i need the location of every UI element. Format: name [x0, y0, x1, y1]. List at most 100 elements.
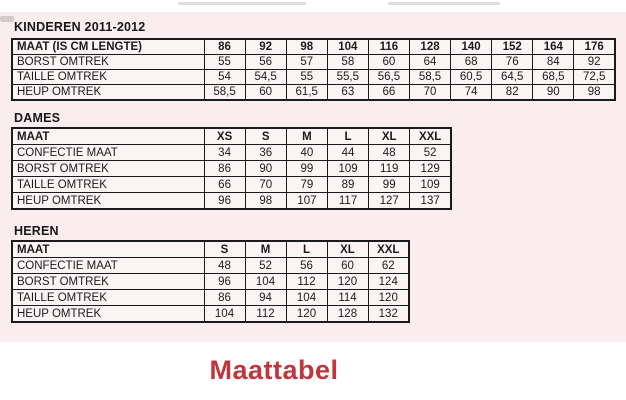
column-header: 164 — [532, 38, 575, 55]
cell-value: 109 — [326, 160, 370, 177]
cell-value: 98 — [573, 84, 616, 101]
cell-value: 36 — [244, 144, 287, 161]
cell-value: 60,5 — [450, 69, 493, 85]
cell-value: 60 — [367, 54, 410, 70]
cell-value: 104 — [285, 289, 328, 306]
cell-value: 96 — [203, 273, 246, 290]
cell-value: 34 — [203, 144, 246, 161]
cell-value: 112 — [244, 305, 287, 323]
cell-value: 132 — [367, 305, 410, 323]
cell-value: 56 — [285, 257, 328, 274]
row-label-header: MAAT — [11, 240, 205, 258]
section-title-dames: DAMES — [14, 111, 61, 125]
cell-value: 57 — [285, 54, 328, 70]
column-header: L — [326, 127, 370, 145]
table-row: TAILLE OMTREK 86 94 104 114 120 — [11, 289, 410, 306]
scan-artifact — [178, 2, 306, 5]
cell-value: 68,5 — [532, 69, 575, 85]
column-header: XXL — [409, 127, 452, 145]
kinderen-size-table: MAAT (IS CM LENGTE) 86 92 98 104 116 128 140 152… — [11, 38, 616, 101]
table-row: TAILLE OMTREK 54 54,5 55 55,5 56,5 58,5 60,5 64,… — [11, 69, 616, 85]
cell-value: 82 — [491, 84, 534, 101]
cell-value: 96 — [203, 192, 246, 210]
cell-value: 48 — [203, 257, 246, 274]
column-header: XXL — [367, 240, 410, 258]
cell-value: 55 — [203, 54, 246, 70]
table-header-row: MAAT (IS CM LENGTE) 86 92 98 104 116 128 140 152… — [11, 38, 616, 55]
row-label-header: MAAT — [11, 127, 205, 145]
cell-value: 54 — [203, 69, 246, 85]
table-row: HEUP OMTREK 104 112 120 128 132 — [11, 305, 410, 323]
cell-value: 64,5 — [491, 69, 534, 85]
column-header: XS — [203, 127, 246, 145]
row-label: TAILLE OMTREK — [11, 69, 205, 85]
table-row: CONFECTIE MAAT 34 36 40 44 48 52 — [11, 144, 452, 161]
row-label: BORST OMTREK — [11, 160, 205, 177]
section-title-heren: HEREN — [14, 224, 59, 238]
cell-value: 89 — [326, 176, 370, 193]
column-header: XL — [368, 127, 411, 145]
table-header-row: MAAT XS S M L XL XXL — [11, 127, 452, 145]
cell-value: 92 — [573, 54, 616, 70]
row-label: CONFECTIE MAAT — [11, 144, 205, 161]
cell-value: 56 — [244, 54, 287, 70]
cell-value: 76 — [491, 54, 534, 70]
cell-value: 90 — [532, 84, 575, 101]
cell-value: 112 — [285, 273, 328, 290]
dames-size-table: MAAT XS S M L XL XXL CONFECTIE MAAT 34 36 40 44 48 52… — [11, 127, 452, 210]
cell-value: 104 — [244, 273, 287, 290]
column-header: L — [285, 240, 328, 258]
column-header: 116 — [367, 38, 410, 55]
cell-value: 109 — [409, 176, 452, 193]
table-row: TAILLE OMTREK 66 70 79 89 99 109 — [11, 176, 452, 193]
cell-value: 74 — [450, 84, 493, 101]
cell-value: 99 — [285, 160, 328, 177]
heren-size-table: MAAT S M L XL XXL CONFECTIE MAAT 48 52 56 60 62 BORS… — [11, 240, 410, 323]
column-header: XL — [326, 240, 369, 258]
table-row: BORST OMTREK 96 104 112 120 124 — [11, 273, 410, 290]
column-header: 128 — [408, 38, 452, 55]
cell-value: 129 — [409, 160, 452, 177]
cell-value: 90 — [244, 160, 287, 177]
cell-value: 44 — [326, 144, 370, 161]
cell-value: 114 — [326, 289, 369, 306]
scan-artifact — [0, 16, 14, 22]
row-label: BORST OMTREK — [11, 54, 205, 70]
cell-value: 56,5 — [367, 69, 410, 85]
column-header: M — [244, 240, 287, 258]
cell-value: 72,5 — [573, 69, 616, 85]
cell-value: 40 — [285, 144, 328, 161]
cell-value: 128 — [326, 305, 369, 323]
cell-value: 60 — [244, 84, 287, 101]
cell-value: 86 — [203, 160, 246, 177]
cell-value: 54,5 — [244, 69, 287, 85]
row-label: HEUP OMTREK — [11, 192, 205, 210]
cell-value: 70 — [408, 84, 452, 101]
cell-value: 127 — [368, 192, 411, 210]
cell-value: 107 — [285, 192, 328, 210]
column-header: 104 — [326, 38, 369, 55]
cell-value: 84 — [532, 54, 575, 70]
cell-value: 119 — [368, 160, 411, 177]
row-label-header: MAAT (IS CM LENGTE) — [11, 38, 205, 55]
row-label: HEUP OMTREK — [11, 305, 205, 323]
cell-value: 58,5 — [408, 69, 452, 85]
table-row: HEUP OMTREK 58,5 60 61,5 63 66 70 74 82 90 98 — [11, 84, 616, 101]
column-header: 92 — [244, 38, 287, 55]
cell-value: 60 — [326, 257, 369, 274]
cell-value: 66 — [367, 84, 410, 101]
section-title-kinderen: KINDEREN 2011-2012 — [14, 20, 146, 34]
row-label: TAILLE OMTREK — [11, 176, 205, 193]
table-header-row: MAAT S M L XL XXL — [11, 240, 410, 258]
cell-value: 68 — [450, 54, 493, 70]
column-header: 86 — [203, 38, 246, 55]
cell-value: 63 — [326, 84, 369, 101]
cell-value: 99 — [368, 176, 411, 193]
cell-value: 58 — [326, 54, 369, 70]
cell-value: 48 — [368, 144, 411, 161]
row-label: TAILLE OMTREK — [11, 289, 205, 306]
column-header: 98 — [285, 38, 328, 55]
cell-value: 104 — [203, 305, 246, 323]
cell-value: 124 — [367, 273, 410, 290]
cell-value: 79 — [285, 176, 328, 193]
